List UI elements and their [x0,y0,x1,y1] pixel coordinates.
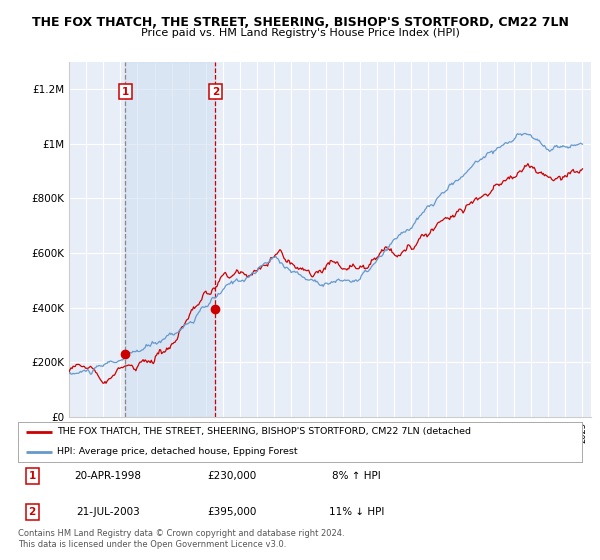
Text: 21-JUL-2003: 21-JUL-2003 [76,507,140,517]
Text: 20-APR-1998: 20-APR-1998 [75,471,142,481]
Text: 1: 1 [28,471,36,481]
Text: 8% ↑ HPI: 8% ↑ HPI [332,471,381,481]
Bar [125,62,215,417]
Text: £395,000: £395,000 [208,507,257,517]
Text: 2: 2 [212,87,219,97]
Text: 11% ↓ HPI: 11% ↓ HPI [329,507,384,517]
Text: Contains HM Land Registry data © Crown copyright and database right 2024.
This d: Contains HM Land Registry data © Crown c… [18,529,344,549]
Text: THE FOX THATCH, THE STREET, SHEERING, BISHOP'S STORTFORD, CM22 7LN (detached: THE FOX THATCH, THE STREET, SHEERING, BI… [58,427,472,436]
Text: 1: 1 [122,87,129,97]
Text: £230,000: £230,000 [208,471,257,481]
Text: THE FOX THATCH, THE STREET, SHEERING, BISHOP'S STORTFORD, CM22 7LN: THE FOX THATCH, THE STREET, SHEERING, BI… [32,16,568,29]
Text: HPI: Average price, detached house, Epping Forest: HPI: Average price, detached house, Eppi… [58,447,298,456]
Text: Price paid vs. HM Land Registry's House Price Index (HPI): Price paid vs. HM Land Registry's House … [140,28,460,38]
Text: 2: 2 [28,507,36,517]
